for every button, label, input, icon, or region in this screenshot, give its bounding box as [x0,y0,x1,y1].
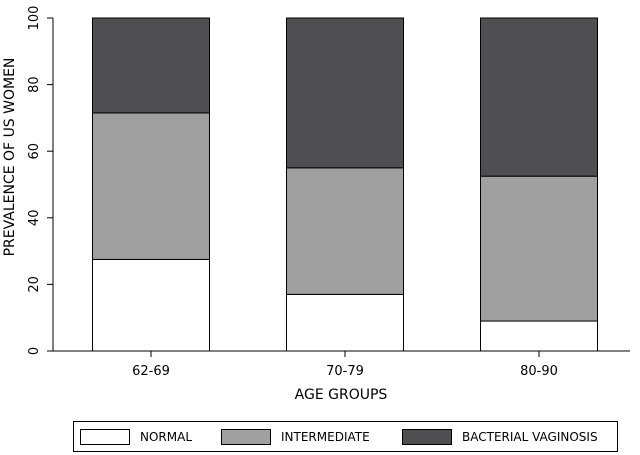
bar-70-79-intermediate [286,167,404,295]
y-axis-ticks: 0 20 40 60 80 100 [27,6,53,355]
bar-80-90-normal [480,320,598,352]
x-axis-ticks: 62-69 70-79 80-90 [132,351,558,379]
x-tick-label-70-79: 70-79 [326,364,364,379]
bar-70-79-normal [286,293,404,352]
bar-80-90-bacterial-vaginosis [480,17,598,177]
legend-label-normal: NORMAL [140,430,193,444]
legend-label-intermediate: INTERMEDIATE [281,430,370,444]
x-axis-label: AGE GROUPS [295,387,388,403]
y-tick-label-0: 0 [27,347,42,355]
x-tick-label-62-69: 62-69 [132,364,170,379]
y-tick-label-20: 20 [27,276,42,293]
stacked-bar-chart: 0 20 40 60 80 100 62-69 70-79 80-90 PREVALENCE … [2,6,630,403]
x-tick-label-80-90: 80-90 [520,364,558,379]
legend-swatch-bacterial-vaginosis [402,429,452,445]
bar-62-69-bacterial-vaginosis [92,17,210,114]
y-tick-label-80: 80 [27,76,42,93]
y-tick-label-60: 60 [27,143,42,160]
y-tick-label-40: 40 [27,210,42,227]
y-axis-label: PREVALENCE OF US WOMEN [2,58,18,257]
legend-label-bacterial-vaginosis: BACTERIAL VAGINOSIS [462,430,598,444]
bar-62-69-intermediate [92,112,210,260]
bars [92,17,598,352]
legend: NORMAL INTERMEDIATE BACTERIAL VAGINOSIS [73,421,618,452]
bar-70-79-bacterial-vaginosis [286,17,404,169]
legend-swatch-intermediate [221,429,271,445]
legend-swatch-normal [80,429,130,445]
bar-62-69-normal [92,258,210,352]
bar-80-90-intermediate [480,175,598,322]
y-tick-label-100: 100 [27,6,42,31]
